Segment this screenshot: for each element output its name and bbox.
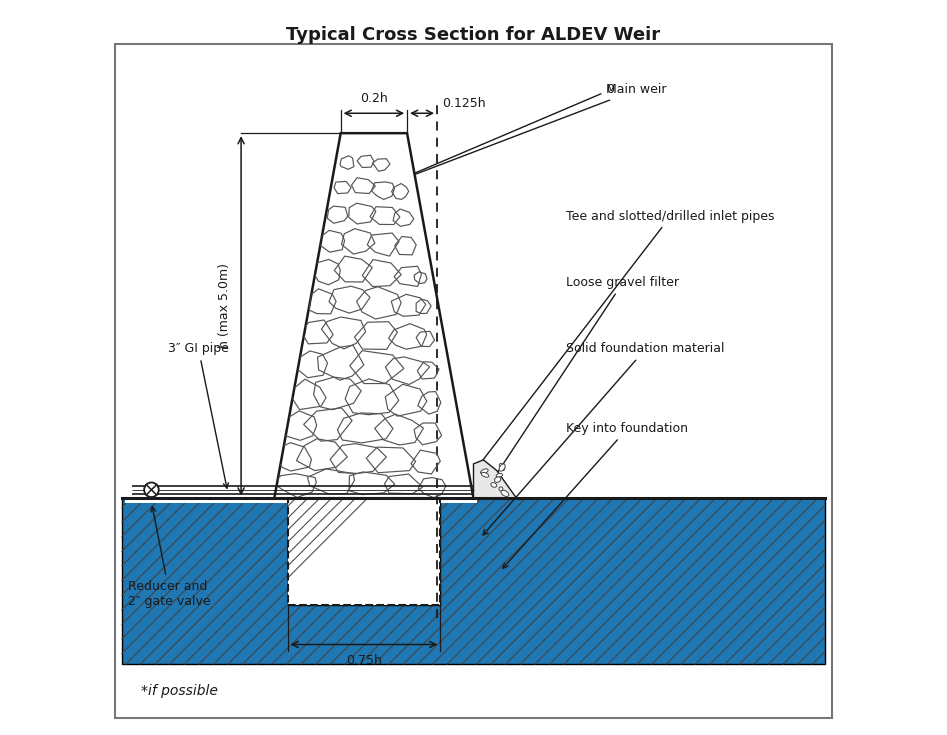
Text: 0.125h: 0.125h	[442, 97, 486, 110]
Text: Loose gravel filter: Loose gravel filter	[492, 276, 679, 480]
Text: Main weir: Main weir	[388, 83, 667, 185]
Ellipse shape	[500, 465, 505, 470]
Text: *if possible: *if possible	[141, 684, 219, 698]
Polygon shape	[275, 133, 474, 498]
Text: h (max 5.0m): h (max 5.0m)	[218, 263, 231, 348]
Text: Typical Cross Section for ALDEV Weir: Typical Cross Section for ALDEV Weir	[286, 26, 661, 43]
Text: 0.2h*: 0.2h*	[285, 545, 319, 558]
Text: Key into foundation: Key into foundation	[503, 422, 688, 568]
Text: 0: 0	[388, 83, 615, 185]
Text: 0.2h: 0.2h	[360, 93, 387, 105]
PathPatch shape	[121, 498, 826, 664]
Polygon shape	[288, 498, 440, 605]
PathPatch shape	[275, 133, 474, 498]
Text: Tee and slotted/drilled inlet pipes: Tee and slotted/drilled inlet pipes	[477, 209, 775, 467]
Polygon shape	[125, 482, 477, 503]
Ellipse shape	[499, 464, 505, 471]
PathPatch shape	[288, 498, 440, 605]
Ellipse shape	[480, 469, 488, 474]
Text: 0.2h*: 0.2h*	[388, 570, 422, 584]
Ellipse shape	[501, 490, 509, 496]
Text: Reducer and
2″ gate valve: Reducer and 2″ gate valve	[128, 506, 211, 608]
Ellipse shape	[494, 477, 501, 482]
Polygon shape	[121, 498, 826, 664]
Text: Solid foundation material: Solid foundation material	[483, 343, 725, 535]
Ellipse shape	[491, 483, 496, 487]
Polygon shape	[474, 460, 517, 498]
Circle shape	[144, 482, 159, 497]
Text: 3″ GI pipe: 3″ GI pipe	[168, 343, 229, 488]
Ellipse shape	[499, 487, 503, 491]
Ellipse shape	[496, 473, 503, 477]
Ellipse shape	[481, 473, 489, 477]
Ellipse shape	[499, 463, 505, 470]
Text: 0.75h: 0.75h	[346, 654, 382, 667]
